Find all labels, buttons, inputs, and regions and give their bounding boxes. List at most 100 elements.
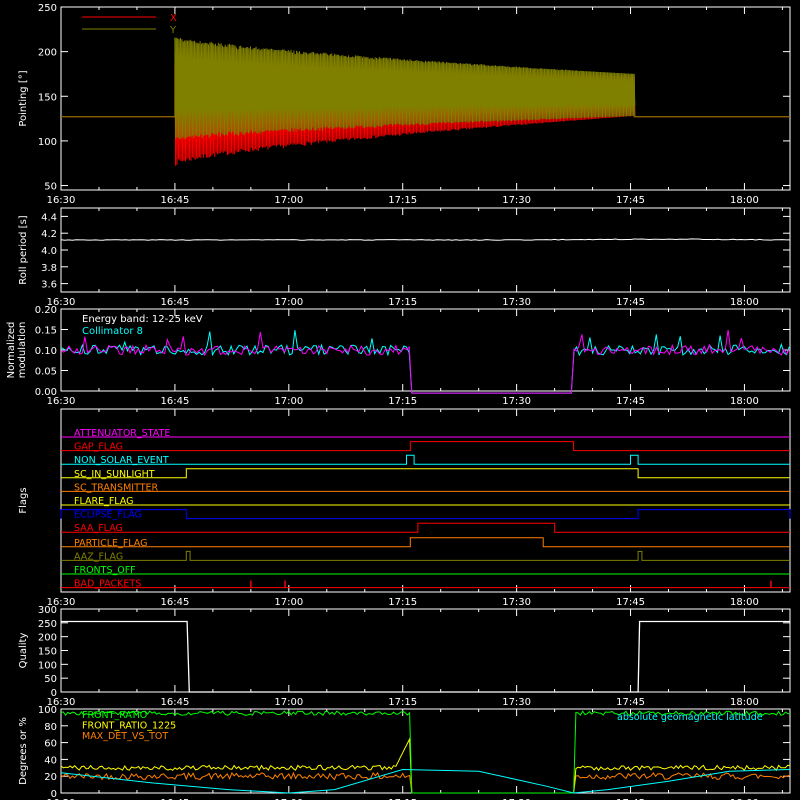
x-tick-label: 17:15 bbox=[388, 597, 417, 608]
flag-flare-flag: FLARE_FLAG bbox=[61, 496, 790, 507]
y-tick-label: 100 bbox=[38, 660, 57, 671]
y-tick-label: 150 bbox=[38, 647, 57, 658]
y-tick-label: 50 bbox=[44, 674, 57, 685]
flag-label: NON_SOLAR_EVENT bbox=[74, 455, 169, 466]
x-tick-label: 17:15 bbox=[388, 396, 417, 407]
x-tick-label: 17:30 bbox=[502, 597, 531, 608]
modulation-series-1 bbox=[60, 330, 790, 394]
panel-frame bbox=[60, 6, 791, 191]
x-tick-label: 18:00 bbox=[730, 195, 759, 206]
x-tick-label: 16:30 bbox=[47, 597, 76, 608]
y-tick-label: 0 bbox=[51, 789, 57, 800]
x-tick-label: 17:30 bbox=[502, 798, 531, 800]
legend: XY bbox=[82, 13, 177, 36]
series-line bbox=[174, 37, 636, 111]
flag-line bbox=[61, 537, 790, 548]
y-axis-label: Degrees or % bbox=[18, 717, 29, 785]
x-tick-label: 16:30 bbox=[47, 697, 76, 708]
flag-label: AAZ_FLAG bbox=[74, 551, 123, 562]
flag-label: ECLIPSE_FLAG bbox=[74, 510, 142, 521]
x-tick-label: 17:15 bbox=[388, 697, 417, 708]
legend-label: FRONT_RATIO_1225 bbox=[82, 721, 176, 732]
y-axis-label: Flags bbox=[18, 487, 29, 513]
y-axis-label: modulation bbox=[17, 322, 28, 379]
x-tick-label: 16:30 bbox=[47, 396, 76, 407]
y-tick-label: 50 bbox=[44, 182, 57, 193]
y-tick-label: 20 bbox=[44, 772, 57, 783]
energy-band-label: Energy band: 12-25 keV bbox=[82, 314, 203, 325]
y-tick-label: 60 bbox=[44, 739, 57, 750]
y-tick-label: 40 bbox=[44, 755, 57, 766]
flag-line bbox=[61, 522, 790, 533]
flag-label: SAA_FLAG bbox=[74, 523, 123, 534]
y-tick-label: 3.6 bbox=[41, 280, 57, 291]
flag-gap-flag: GAP_FLAG bbox=[61, 441, 790, 453]
y-tick-label: 0.10 bbox=[35, 346, 57, 357]
legend-label: Y bbox=[169, 25, 177, 36]
flag-label: FLARE_FLAG bbox=[74, 496, 134, 507]
x-tick-label: 18:00 bbox=[730, 697, 759, 708]
modulation-series-2 bbox=[60, 329, 790, 394]
y-tick-label: 250 bbox=[38, 3, 57, 14]
ratio-series-max-det-vs-tot bbox=[60, 771, 791, 794]
panel-frame bbox=[60, 207, 791, 293]
flag-label: SC_IN_SUNLIGHT bbox=[74, 469, 155, 480]
panel-5: 16:30 16:45 17:00 17:15 17:30 17:45 18:00 300 25… bbox=[18, 605, 791, 708]
x-tick-label: 18:00 bbox=[730, 297, 759, 308]
collimator-label: Collimator 8 bbox=[82, 326, 143, 337]
x-tick-label: 17:45 bbox=[616, 597, 645, 608]
geomagnetic-latitude-line bbox=[60, 768, 791, 794]
flag-label: BAD_PACKETS bbox=[74, 579, 141, 590]
x-tick-label: 17:30 bbox=[502, 297, 531, 308]
y-tick-label: 150 bbox=[38, 92, 57, 103]
x-tick-label: 16:45 bbox=[160, 396, 189, 407]
flag-saa-flag: SAA_FLAG bbox=[61, 522, 790, 534]
y-tick-label: 100 bbox=[38, 137, 57, 148]
x-tick-label: 17:00 bbox=[274, 798, 303, 800]
y-tick-label: 4.0 bbox=[41, 246, 57, 257]
y-tick-label: 300 bbox=[38, 605, 57, 616]
x-tick-label: 17:15 bbox=[388, 297, 417, 308]
x-tick-label: 17:15 bbox=[388, 798, 417, 800]
panel-3: 16:30 16:45 17:00 17:15 17:30 17:45 18:00 0.20 0… bbox=[6, 305, 791, 407]
flag-eclipse-flag: ECLIPSE_FLAG bbox=[60, 509, 791, 521]
y-tick-label: 4.4 bbox=[41, 212, 57, 223]
x-tick-label: 17:30 bbox=[502, 195, 531, 206]
flag-aaz-flag: AAZ_FLAG bbox=[61, 550, 790, 562]
panel-6: 16:30 16:45 17:00 17:15 17:30 17:45 18:00 100 80… bbox=[18, 705, 791, 800]
flag-attenuator-state: ATTENUATOR_STATE bbox=[61, 428, 790, 439]
y-tick-label: 0.00 bbox=[35, 387, 57, 398]
y-tick-label: 0.15 bbox=[35, 326, 57, 337]
x-tick-label: 17:00 bbox=[274, 697, 303, 708]
flag-label: FRONTS_OFF bbox=[74, 565, 136, 576]
x-tick-label: 17:45 bbox=[616, 396, 645, 407]
y-tick-label: 100 bbox=[38, 705, 57, 716]
y-axis-label: Normalized bbox=[6, 322, 17, 379]
flag-line bbox=[61, 454, 790, 465]
x-tick-label: 16:45 bbox=[160, 195, 189, 206]
y-tick-label: 80 bbox=[44, 722, 57, 733]
flag-label: ATTENUATOR_STATE bbox=[74, 428, 170, 439]
latitude-label: absolute geomagnetic latitude bbox=[617, 712, 763, 723]
y-tick-label: 200 bbox=[38, 633, 57, 644]
flag-label: PARTICLE_FLAG bbox=[74, 538, 147, 549]
y-tick-label: 0.20 bbox=[35, 305, 57, 316]
y-tick-label: 4.2 bbox=[41, 229, 57, 240]
flag-line bbox=[61, 441, 790, 452]
y-tick-label: 0.05 bbox=[35, 367, 57, 378]
flag-sc-transmitter: SC_TRANSMITTER bbox=[61, 482, 790, 493]
x-tick-label: 16:45 bbox=[160, 597, 189, 608]
x-tick-label: 18:00 bbox=[730, 597, 759, 608]
y-tick-label: 3.8 bbox=[41, 263, 57, 274]
flag-label: SC_TRANSMITTER bbox=[74, 482, 159, 493]
flag-particle-flag: PARTICLE_FLAG bbox=[61, 537, 790, 549]
x-tick-label: 16:30 bbox=[47, 297, 76, 308]
y-tick-label: 0 bbox=[51, 688, 57, 699]
x-tick-label: 16:30 bbox=[47, 195, 76, 206]
flag-non-solar-event: NON_SOLAR_EVENT bbox=[61, 454, 790, 466]
x-tick-label: 17:00 bbox=[274, 396, 303, 407]
y-axis-label: Pointing [°] bbox=[18, 70, 29, 126]
y-tick-label: 250 bbox=[38, 619, 57, 630]
x-tick-label: 16:45 bbox=[160, 697, 189, 708]
